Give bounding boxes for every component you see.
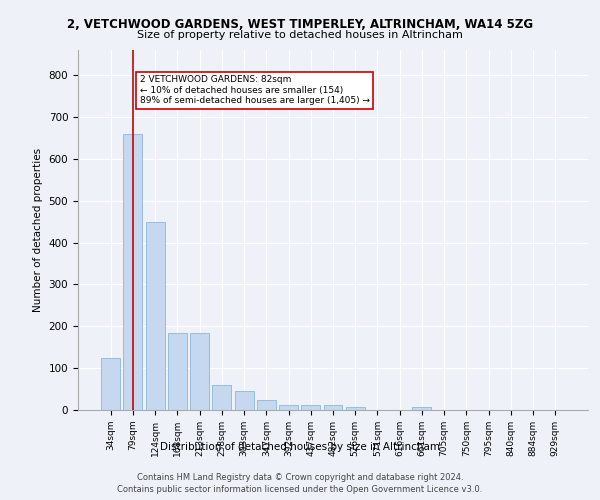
Text: Distribution of detached houses by size in Altrincham: Distribution of detached houses by size … (160, 442, 440, 452)
Bar (101, 358, 120, 410)
Bar (146, 222, 164, 410)
Bar (190, 332, 209, 410)
Bar (257, 400, 276, 410)
Bar (124, 134, 142, 410)
Bar (212, 385, 231, 410)
Bar (323, 406, 343, 410)
Bar (301, 404, 320, 410)
Bar (346, 406, 365, 410)
Text: 2 VETCHWOOD GARDENS: 82sqm
← 10% of detached houses are smaller (154)
89% of sem: 2 VETCHWOOD GARDENS: 82sqm ← 10% of deta… (140, 75, 370, 105)
Bar (168, 332, 187, 410)
Text: Contains HM Land Registry data © Crown copyright and database right 2024.: Contains HM Land Registry data © Crown c… (137, 472, 463, 482)
Text: 2, VETCHWOOD GARDENS, WEST TIMPERLEY, ALTRINCHAM, WA14 5ZG: 2, VETCHWOOD GARDENS, WEST TIMPERLEY, AL… (67, 18, 533, 30)
Y-axis label: Number of detached properties: Number of detached properties (33, 148, 43, 312)
Bar (412, 406, 431, 410)
Bar (235, 391, 254, 410)
Text: Size of property relative to detached houses in Altrincham: Size of property relative to detached ho… (137, 30, 463, 40)
Bar (279, 405, 298, 410)
Text: Contains public sector information licensed under the Open Government Licence v3: Contains public sector information licen… (118, 485, 482, 494)
